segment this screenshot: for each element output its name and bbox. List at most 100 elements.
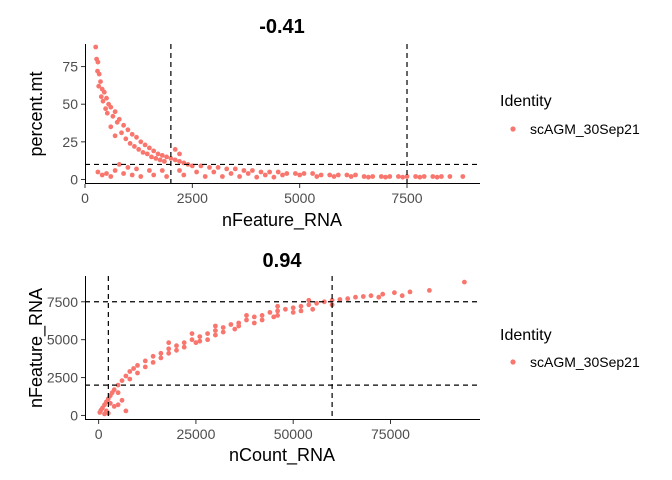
data-point xyxy=(174,343,179,349)
data-point xyxy=(194,169,200,175)
data-point xyxy=(244,313,249,318)
data-point xyxy=(283,306,288,312)
data-point xyxy=(115,390,121,396)
data-point xyxy=(421,174,427,179)
data-point xyxy=(159,168,165,173)
legend-1: Identity scAGM_30Sep21 xyxy=(500,93,640,137)
data-point xyxy=(150,353,156,359)
x-tick-label: 25000 xyxy=(176,426,215,442)
data-point xyxy=(383,174,388,180)
legend-2-key xyxy=(510,359,516,365)
data-point xyxy=(168,156,174,161)
data-point xyxy=(258,169,264,175)
panel-1-y-axis-title: percent.mt xyxy=(26,71,46,156)
data-point xyxy=(119,378,125,383)
data-point xyxy=(164,154,170,160)
data-point xyxy=(112,109,118,115)
data-point xyxy=(116,162,122,167)
data-point xyxy=(96,71,102,77)
data-point xyxy=(98,94,104,100)
data-point xyxy=(158,355,164,361)
data-point xyxy=(293,171,298,176)
data-point xyxy=(142,364,148,370)
data-point xyxy=(280,172,285,178)
data-point xyxy=(151,172,157,178)
data-point xyxy=(104,171,109,176)
panel-2-x-ticks: 0 25000 50000 75000 xyxy=(95,420,410,442)
data-point xyxy=(306,302,312,308)
data-point xyxy=(314,174,320,179)
data-point xyxy=(104,95,109,101)
data-point xyxy=(129,131,135,137)
legend-2-title: Identity xyxy=(500,327,552,344)
data-point xyxy=(236,323,242,329)
data-point xyxy=(254,174,260,180)
data-point xyxy=(181,344,187,350)
data-point xyxy=(127,141,133,146)
data-point xyxy=(112,133,118,139)
data-point xyxy=(111,404,117,409)
data-point xyxy=(228,171,234,176)
data-point xyxy=(271,314,277,320)
data-point xyxy=(158,350,164,356)
data-point xyxy=(213,332,218,338)
data-point xyxy=(125,165,131,170)
panel-2-reference-lines xyxy=(85,276,480,420)
data-point xyxy=(232,326,238,332)
data-point xyxy=(462,279,467,285)
y-tick-label: 0 xyxy=(70,407,78,423)
data-point xyxy=(149,154,154,160)
data-point xyxy=(259,317,265,323)
data-point xyxy=(213,328,218,333)
data-point xyxy=(123,373,129,379)
data-point xyxy=(259,313,265,318)
y-tick-label: 25 xyxy=(62,134,78,150)
data-point xyxy=(399,293,405,299)
y-tick-label: 50 xyxy=(62,96,78,112)
x-tick-label: 0 xyxy=(81,190,89,206)
data-point xyxy=(396,174,401,179)
x-tick-label: 2500 xyxy=(177,190,208,206)
data-point xyxy=(157,157,163,163)
data-point xyxy=(215,165,221,170)
data-point xyxy=(153,156,159,161)
data-point xyxy=(177,168,182,173)
data-point xyxy=(115,402,121,408)
y-tick-label: 7500 xyxy=(47,294,78,310)
data-point xyxy=(460,174,466,179)
data-point xyxy=(348,174,354,179)
data-point xyxy=(331,174,337,179)
data-point xyxy=(135,363,140,368)
data-point xyxy=(177,151,182,157)
data-point xyxy=(110,113,116,119)
data-point xyxy=(93,44,99,50)
data-point xyxy=(220,329,226,335)
data-point xyxy=(172,157,178,163)
data-point xyxy=(434,174,440,180)
data-point xyxy=(370,174,376,179)
data-point xyxy=(368,293,374,299)
x-tick-label: 5000 xyxy=(284,190,315,206)
data-point xyxy=(427,288,432,293)
panel-2-y-axis-title: nFeature_RNA xyxy=(26,288,47,408)
data-point xyxy=(142,142,148,148)
data-point xyxy=(360,294,366,299)
panel-1-reference-lines xyxy=(85,44,480,184)
data-point xyxy=(123,136,129,142)
data-point xyxy=(127,376,133,382)
data-point xyxy=(166,340,172,346)
data-point xyxy=(353,294,358,300)
data-point xyxy=(115,382,121,388)
data-point xyxy=(220,325,226,330)
data-point xyxy=(135,370,140,376)
data-point xyxy=(197,338,203,344)
data-point xyxy=(140,150,146,155)
data-point xyxy=(114,119,120,125)
data-point xyxy=(298,308,304,314)
y-tick-label: 75 xyxy=(62,59,78,75)
data-point xyxy=(136,147,142,152)
data-point xyxy=(290,310,296,315)
data-point xyxy=(104,110,110,116)
data-point xyxy=(144,151,150,157)
